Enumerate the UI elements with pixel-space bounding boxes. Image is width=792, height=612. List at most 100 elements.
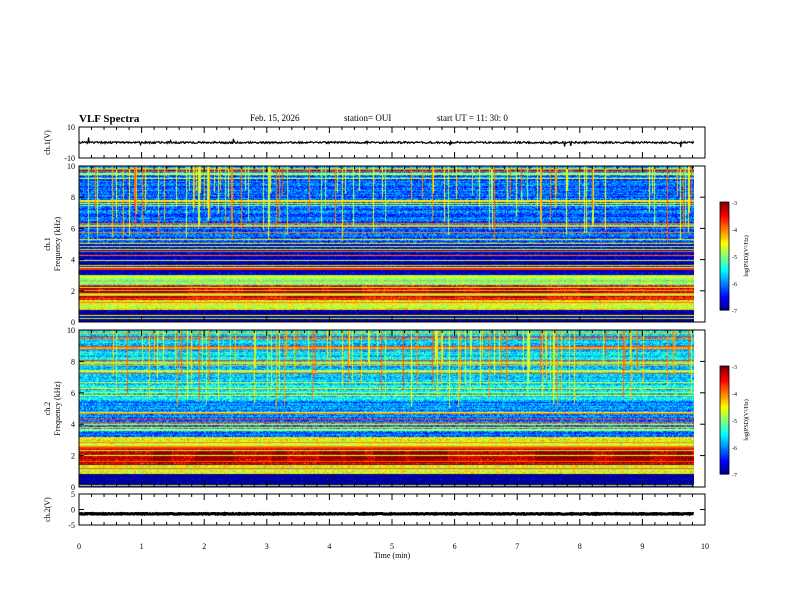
colorbar-cell [720, 411, 729, 414]
colorbar-cell [720, 266, 729, 270]
colorbar-cell [720, 292, 729, 295]
colorbar-cell [720, 407, 729, 410]
colorbar-cell [720, 371, 729, 374]
colorbar-cell [720, 263, 729, 266]
colorbar-cell [720, 376, 729, 380]
colorbar-tick-label: -5 [732, 255, 737, 261]
colorbar-cell [720, 436, 729, 439]
ytick-label: 6 [71, 224, 75, 233]
colorbar-cell [720, 299, 729, 302]
colorbar-cell [720, 393, 729, 396]
colorbar-cell [720, 438, 729, 441]
colorbar-cell [720, 423, 729, 426]
colorbar-cell [720, 248, 729, 252]
colorbar-cell [720, 369, 729, 372]
ytick-label: 0 [71, 506, 75, 515]
colorbar-cell [720, 272, 729, 275]
xtick-label: 1 [140, 542, 144, 551]
xtick-label: 5 [390, 542, 394, 551]
colorbar-cell [720, 448, 729, 452]
xtick-label: 6 [453, 542, 457, 551]
colorbar-cell [720, 427, 729, 430]
colorbar-cell [720, 254, 729, 257]
xaxis-label: Time (min) [374, 551, 411, 560]
colorbar-tick-label: -3 [732, 201, 737, 207]
colorbar-cell [720, 209, 729, 212]
colorbar-cell [720, 421, 729, 425]
colorbar-cell [720, 465, 729, 468]
colorbar-cell [720, 277, 729, 280]
colorbar-cell [720, 385, 729, 389]
colorbar-cell [720, 447, 729, 450]
colorbar-cell [720, 443, 729, 446]
spectrogram-ch1-ylabel: Frequency (kHz) [53, 216, 62, 271]
colorbar-cell [720, 270, 729, 273]
colorbar-cell [720, 221, 729, 225]
ytick-label: 8 [71, 357, 75, 366]
colorbar-cell [720, 227, 729, 230]
colorbar-cell [720, 281, 729, 284]
colorbar-cell [720, 384, 729, 387]
colorbar-cell [720, 225, 729, 228]
colorbar-cell [720, 259, 729, 262]
colorbar-cell [720, 420, 729, 423]
colorbar-cell [720, 232, 729, 235]
waveform-ch1-trace [78, 137, 695, 148]
ytick-label: 10 [67, 123, 75, 132]
colorbar-cell [720, 409, 729, 412]
colorbar-tick-label: -3 [732, 365, 737, 371]
colorbar-cell [720, 382, 729, 385]
colorbar-cell [720, 297, 729, 300]
colorbar-cell [720, 308, 729, 311]
colorbar-cell [720, 202, 729, 205]
colorbar-cell [720, 265, 729, 268]
colorbar-cell [720, 432, 729, 435]
spectrogram-ch2-image [79, 330, 694, 487]
colorbar-cell [720, 439, 729, 443]
colorbar-cell [720, 238, 729, 241]
colorbar-cell [720, 394, 729, 398]
colorbar-cell [720, 389, 729, 392]
colorbar-cell [720, 283, 729, 286]
station-label: station= OUI [344, 113, 392, 123]
ytick-label: 2 [71, 287, 75, 296]
ytick-label: 0 [71, 318, 75, 327]
colorbar-cell [720, 223, 729, 226]
colorbar-cell [720, 414, 729, 417]
xtick-label: 2 [202, 542, 206, 551]
colorbar-cell [720, 405, 729, 408]
colorbar-cell [720, 416, 729, 419]
colorbar-cell [720, 234, 729, 237]
colorbar-cell [720, 430, 729, 434]
colorbar-cell [720, 216, 729, 219]
colorbar-cell [720, 402, 729, 405]
waveform-ch2-trace [79, 511, 695, 517]
xtick-label: 9 [640, 542, 644, 551]
colorbar-cell [720, 400, 729, 403]
colorbar-cell [720, 375, 729, 378]
colorbar-cell [720, 457, 729, 461]
colorbar-cell [720, 306, 729, 309]
colorbar-cell [720, 256, 729, 259]
colorbar-cell [720, 268, 729, 271]
colorbar-cell [720, 456, 729, 459]
colorbar-cell [720, 387, 729, 390]
colorbar-cell [720, 452, 729, 455]
colorbar-cell [720, 230, 729, 234]
xtick-label: 10 [701, 542, 709, 551]
colorbar-cell [720, 429, 729, 432]
colorbar-cell [720, 212, 729, 216]
colorbar-cell [720, 367, 729, 371]
colorbar-cell [720, 275, 729, 279]
colorbar-cell [720, 229, 729, 232]
colorbar-cell [720, 434, 729, 437]
colorbar-tick-label: -6 [732, 446, 737, 452]
colorbar-cell [720, 250, 729, 253]
colorbar-cell [720, 205, 729, 208]
colorbar-cell [720, 470, 729, 473]
colorbar-cell [720, 373, 729, 376]
colorbar-cell [720, 290, 729, 293]
spectrogram-ch2-ylabel: Frequency (kHz) [53, 381, 62, 436]
colorbar-tick-label: -4 [732, 228, 737, 234]
colorbar-cell [720, 380, 729, 383]
